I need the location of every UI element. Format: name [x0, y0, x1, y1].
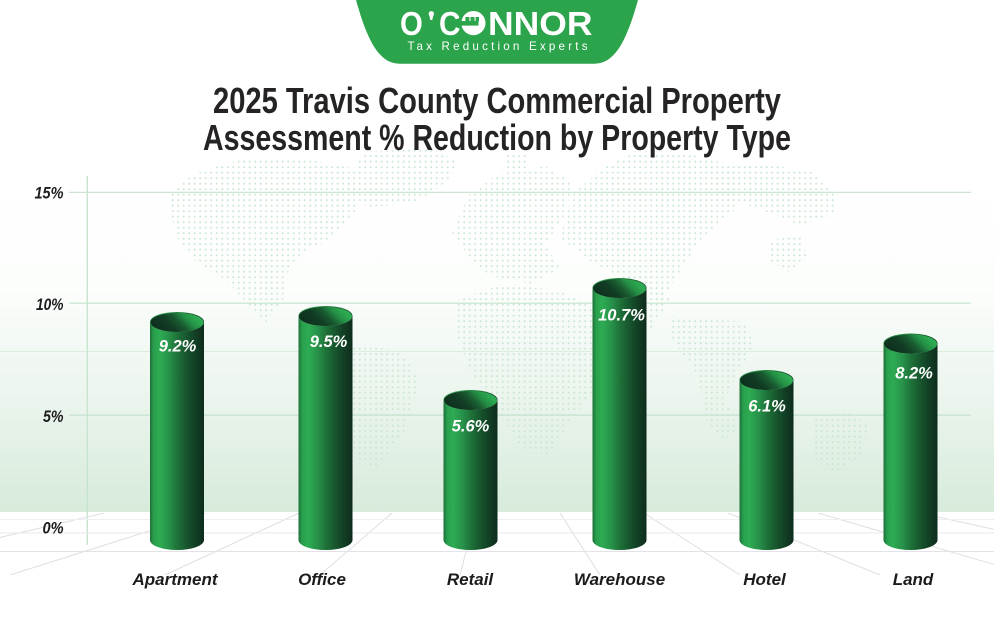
svg-text:9.2%: 9.2% [159, 338, 197, 356]
svg-text:Apartment: Apartment [131, 570, 218, 589]
svg-text:Assessment % Reduction by Prop: Assessment % Reduction by Property Type [203, 117, 791, 158]
svg-text:10.7%: 10.7% [598, 307, 645, 325]
svg-text:2025 Travis County Commercial: 2025 Travis County Commercial Property [213, 80, 782, 121]
svg-text:5%: 5% [43, 407, 64, 426]
svg-text:Warehouse: Warehouse [574, 570, 665, 589]
svg-text:O: O [400, 5, 423, 42]
svg-text:Land: Land [893, 570, 934, 589]
svg-text:Tax Reduction Experts: Tax Reduction Experts [408, 40, 588, 53]
svg-text:10%: 10% [36, 295, 64, 314]
svg-text:0%: 0% [43, 519, 64, 538]
svg-text:Retail: Retail [447, 570, 495, 589]
svg-text:9.5%: 9.5% [310, 333, 348, 351]
svg-text:5.6%: 5.6% [452, 418, 490, 436]
svg-text:NNOR: NNOR [488, 5, 593, 42]
svg-text:Office: Office [298, 570, 346, 589]
svg-text:15%: 15% [35, 183, 64, 202]
svg-text:8.2%: 8.2% [895, 365, 933, 383]
svg-text:Hotel: Hotel [743, 570, 787, 589]
svg-text:C: C [439, 5, 461, 42]
svg-text:6.1%: 6.1% [748, 398, 786, 416]
